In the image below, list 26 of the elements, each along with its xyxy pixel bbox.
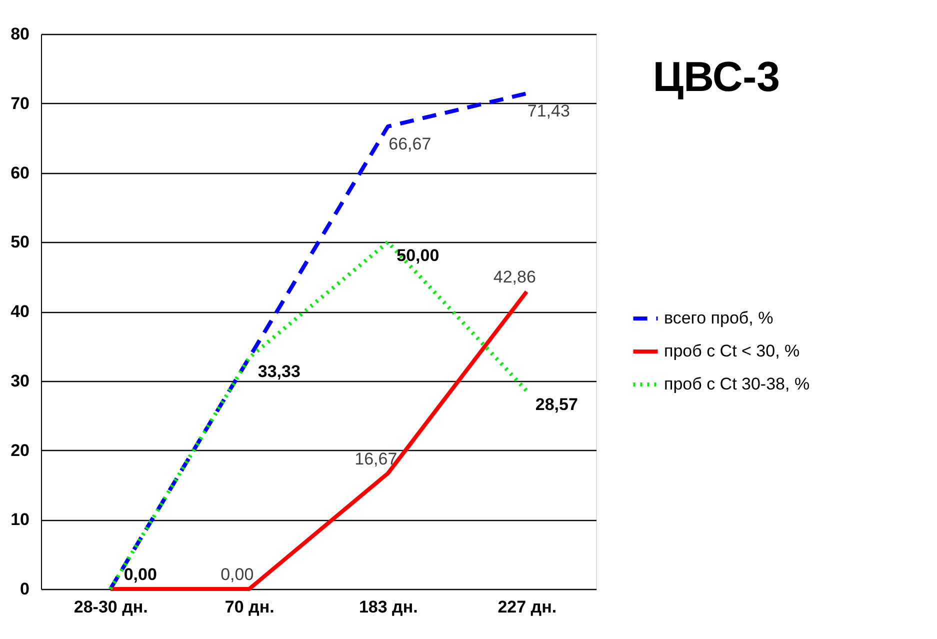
x-tick-label: 183 дн. [358, 598, 418, 616]
x-tick-label: 70 дн. [224, 598, 274, 616]
y-tick-label: 10 [10, 510, 30, 530]
x-tick-label: 28-30 дн. [74, 598, 148, 616]
legend-label: всего проб, % [664, 308, 774, 328]
x-tick-label: 227 дн. [498, 598, 557, 616]
legend-label: проб с Ct 30-38, % [664, 374, 810, 394]
data-label: 66,67 [388, 134, 432, 154]
data-label: 16,67 [354, 449, 398, 468]
y-tick-label: 20 [10, 440, 30, 460]
data-label: 33,33 [258, 362, 300, 381]
data-label: 50,00 [396, 246, 440, 266]
data-label: 0,00 [124, 565, 157, 584]
data-label: 71,43 [527, 101, 570, 120]
y-tick-label: 60 [10, 163, 30, 182]
y-tick-label: 0 [20, 580, 30, 598]
y-tick-label: 50 [10, 232, 30, 252]
y-tick-label: 80 [10, 24, 30, 44]
data-label: 0,00 [220, 565, 254, 584]
legend-label: проб с Ct < 30, % [664, 342, 800, 360]
y-tick-label: 40 [10, 302, 30, 321]
y-tick-label: 30 [10, 371, 30, 390]
text: ЦВС-3 [652, 53, 780, 100]
data-label: 42,86 [493, 268, 536, 287]
data-label: 28,57 [535, 394, 578, 414]
y-tick-label: 70 [10, 94, 30, 113]
